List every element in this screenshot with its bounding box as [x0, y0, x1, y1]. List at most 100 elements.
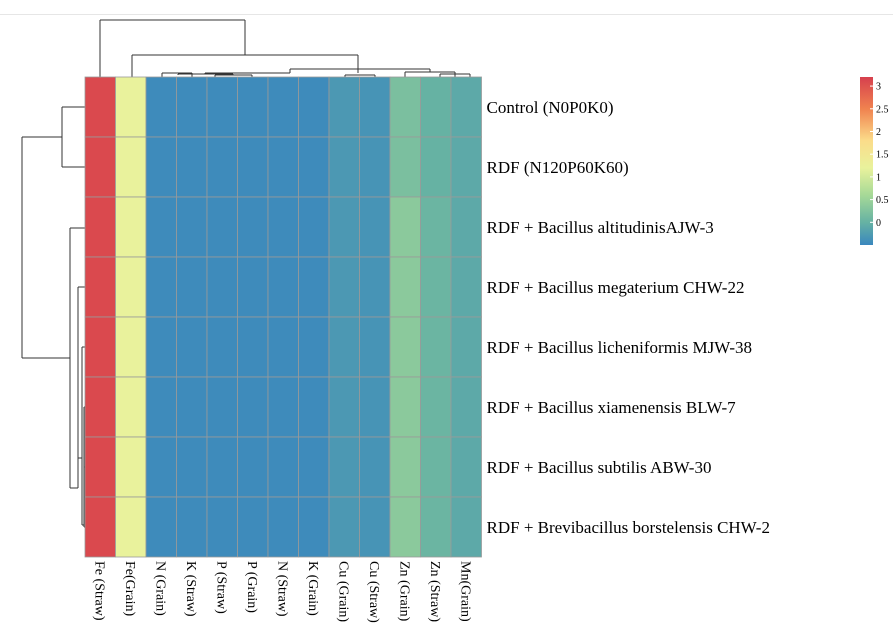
heatmap-cell: [115, 256, 147, 318]
heatmap-cell: [237, 136, 269, 198]
heatmap-cell: [176, 436, 208, 498]
heatmap-cell: [206, 376, 238, 438]
heatmap-cell: [237, 316, 269, 378]
heatmap-cell: [176, 376, 208, 438]
heatmap-cell: [389, 436, 421, 498]
heatmap-cell: [420, 436, 452, 498]
color-legend: 3 2.5 2 1.5 1 0.5 0: [860, 77, 889, 245]
heatmap-cell: [328, 376, 360, 438]
legend-color-bar: [860, 77, 873, 245]
heatmap-cell: [450, 76, 482, 138]
legend-tick-label: 1.5: [876, 150, 889, 161]
heatmap-cell: [298, 436, 330, 498]
column-label: Fe(Grain): [122, 561, 137, 617]
heatmap-cell: [267, 256, 299, 318]
heatmap-cell: [115, 316, 147, 378]
heatmap-cell: [145, 136, 177, 198]
heatmap-cell: [145, 196, 177, 258]
heatmap-cell: [84, 376, 116, 438]
row-label: RDF (N120P60K60): [487, 158, 629, 177]
column-label: Zn (Grain): [396, 561, 411, 622]
heatmap-cell: [328, 436, 360, 498]
heatmap-cell: [359, 256, 391, 318]
heatmap-cell: [359, 436, 391, 498]
heatmap-cell: [298, 76, 330, 138]
heatmap-cell: [420, 136, 452, 198]
heatmap-cell: [84, 136, 116, 198]
column-label: Cu (Grain): [335, 561, 350, 622]
column-label: N (Straw): [274, 561, 289, 617]
row-label: RDF + Brevibacillus borstelensis CHW-2: [487, 518, 770, 537]
heatmap-cell: [450, 316, 482, 378]
heatmap-cell: [145, 316, 177, 378]
heatmap-cell: [237, 496, 269, 558]
row-label: RDF + Bacillus subtilis ABW-30: [487, 458, 712, 477]
heatmap-cell: [298, 496, 330, 558]
heatmap-cell: [450, 436, 482, 498]
heatmap-cell: [84, 76, 116, 138]
heatmap-cell: [145, 376, 177, 438]
heatmap-cell: [176, 136, 208, 198]
heatmap-cell: [267, 76, 299, 138]
heatmap-cell: [389, 256, 421, 318]
heatmap-cell: [450, 256, 482, 318]
heatmap-cell: [84, 196, 116, 258]
row-label: RDF + Bacillus xiamenensis BLW-7: [487, 398, 737, 417]
column-label: Mn(Grain): [457, 561, 472, 622]
heatmap-cell: [420, 376, 452, 438]
heatmap-cell: [450, 496, 482, 558]
column-label: Fe (Straw): [91, 561, 106, 621]
row-label: RDF + Bacillus megaterium CHW-22: [487, 278, 745, 297]
heatmap-cell: [389, 196, 421, 258]
heatmap-cell: [237, 196, 269, 258]
heatmap-cell: [84, 496, 116, 558]
column-dendrogram: [99, 19, 471, 77]
heatmap-cell: [389, 316, 421, 378]
heatmap-cell: [359, 376, 391, 438]
heatmap-cell: [237, 76, 269, 138]
heatmap-cell: [359, 76, 391, 138]
heatmap-cell: [84, 316, 116, 378]
heatmap-cell: [145, 76, 177, 138]
column-label: Cu (Straw): [366, 561, 381, 623]
heatmap-cell: [389, 376, 421, 438]
heatmap-cell: [420, 316, 452, 378]
heatmap-cell: [115, 136, 147, 198]
legend-tick-label: 2: [876, 127, 881, 138]
heatmap-cell: [420, 496, 452, 558]
heatmap-cell: [450, 196, 482, 258]
heatmap-cell: [359, 316, 391, 378]
heatmap-cell: [115, 376, 147, 438]
heatmap-cell: [115, 76, 147, 138]
heatmap-cell: [420, 76, 452, 138]
heatmap-cell: [328, 76, 360, 138]
heatmap-cell: [84, 436, 116, 498]
heatmap-cell: [267, 436, 299, 498]
heatmap-cell: [298, 136, 330, 198]
heatmap-cell: [420, 256, 452, 318]
heatmap-cell: [267, 196, 299, 258]
heatmap-cell: [450, 136, 482, 198]
heatmap-cell: [298, 316, 330, 378]
column-label: N (Grain): [152, 561, 167, 616]
heatmap-cell: [115, 496, 147, 558]
heatmap-cell: [145, 496, 177, 558]
heatmap-cell: [328, 496, 360, 558]
heatmap-cell: [237, 376, 269, 438]
heatmap-cell: [389, 76, 421, 138]
heatmap-cell: [298, 256, 330, 318]
heatmap-cell: [176, 316, 208, 378]
heatmap-cell: [115, 196, 147, 258]
heatmap-cell: [420, 196, 452, 258]
heatmap-cell: [206, 496, 238, 558]
heatmap-cell: [176, 256, 208, 318]
heatmap-cell: [145, 436, 177, 498]
row-labels: Control (N0P0K0) RDF (N120P60K60) RDF + Ba…: [487, 98, 770, 537]
row-label: RDF + Bacillus altitudinisAJW-3: [487, 218, 714, 237]
row-label: RDF + Bacillus licheniformis MJW-38: [487, 338, 753, 357]
heatmap-cell: [450, 376, 482, 438]
heatmap-cell: [389, 496, 421, 558]
legend-tick-label: 1: [876, 172, 881, 183]
heatmap-cell: [267, 496, 299, 558]
